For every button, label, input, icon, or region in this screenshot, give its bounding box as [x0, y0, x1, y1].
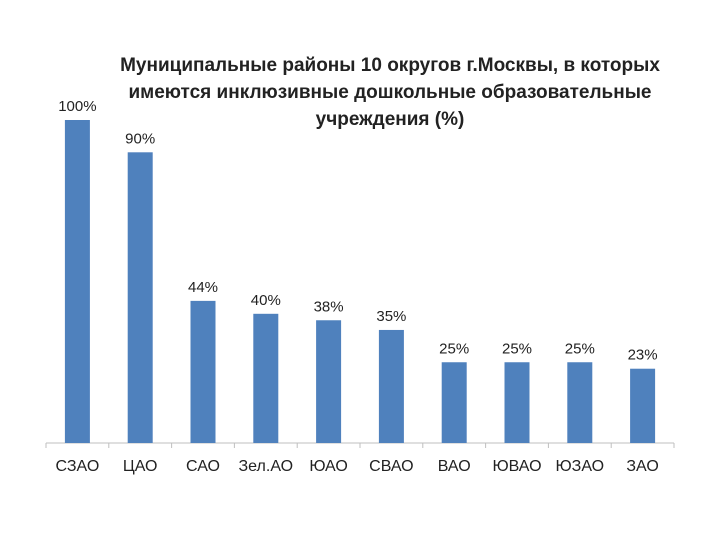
- category-label-4: Зел.АО: [239, 458, 294, 475]
- category-label-6: СВАО: [369, 458, 413, 475]
- category-label-5: ЮАО: [309, 458, 347, 475]
- bar-2: [127, 152, 153, 444]
- category-label-2: ЦАО: [123, 458, 158, 475]
- data-label-8: 25%: [502, 340, 532, 357]
- bar-8: [504, 362, 530, 443]
- bar-1: [64, 120, 90, 443]
- data-label-1: 100%: [58, 98, 96, 115]
- data-label-3: 44%: [188, 279, 218, 296]
- data-label-6: 35%: [376, 308, 406, 325]
- data-label-4: 40%: [251, 292, 281, 309]
- data-label-5: 38%: [314, 298, 344, 315]
- category-label-8: ЮВАО: [492, 458, 541, 475]
- bar-6: [378, 329, 404, 443]
- category-label-7: ВАО: [438, 458, 471, 475]
- bar-10: [630, 368, 656, 443]
- bar-3: [190, 300, 216, 443]
- chart-title: Муниципальные районы 10 округов г.Москвы…: [120, 55, 660, 130]
- bar-9: [567, 362, 593, 443]
- category-label-3: САО: [186, 458, 220, 475]
- category-label-1: СЗАО: [55, 458, 99, 475]
- data-label-7: 25%: [439, 340, 469, 357]
- bar-5: [316, 320, 342, 443]
- category-label-9: ЮЗАО: [556, 458, 605, 475]
- data-label-10: 23%: [628, 347, 658, 364]
- data-label-2: 90%: [125, 130, 155, 147]
- category-label-10: ЗАО: [626, 458, 658, 475]
- bar-4: [253, 313, 279, 443]
- bar-7: [441, 362, 467, 443]
- data-label-9: 25%: [565, 340, 595, 357]
